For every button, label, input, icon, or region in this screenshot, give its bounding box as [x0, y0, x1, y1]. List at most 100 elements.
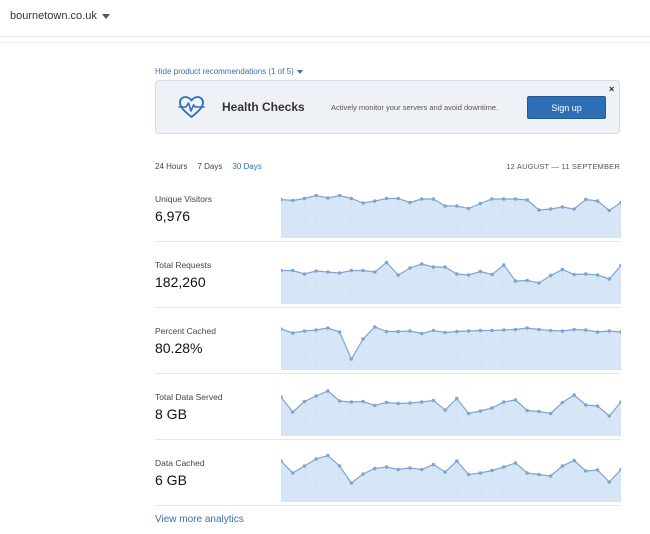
chart-point[interactable] [281, 395, 283, 399]
chart-point[interactable] [490, 272, 494, 277]
chart-point[interactable] [537, 409, 541, 414]
chart-point[interactable] [337, 271, 342, 275]
chart-point[interactable] [466, 411, 471, 416]
chart-point[interactable] [384, 260, 389, 265]
chart-point[interactable] [560, 205, 565, 209]
chart-point[interactable] [290, 471, 295, 475]
chart-point[interactable] [525, 278, 530, 283]
chart-point[interactable] [326, 196, 330, 200]
chart-point[interactable] [443, 204, 447, 208]
chart-point[interactable] [572, 207, 576, 211]
chart-point[interactable] [595, 273, 600, 277]
chart-point[interactable] [302, 272, 307, 276]
chart-point[interactable] [607, 414, 612, 418]
chart-point[interactable] [337, 330, 342, 334]
chart-point[interactable] [490, 197, 494, 201]
chart-point[interactable] [384, 400, 389, 405]
chart-point[interactable] [326, 270, 330, 274]
chart-point[interactable] [408, 401, 412, 405]
chart-point[interactable] [560, 329, 565, 333]
chart-point[interactable] [349, 268, 354, 273]
chart-point[interactable] [513, 461, 518, 465]
chart-point[interactable] [490, 328, 494, 333]
chart-point[interactable] [349, 196, 354, 201]
chart-point[interactable] [372, 270, 377, 274]
chart-point[interactable] [419, 331, 424, 336]
chart-point[interactable] [560, 400, 565, 405]
chart-point[interactable] [525, 198, 530, 202]
chart-point[interactable] [408, 266, 412, 270]
chart-point[interactable] [361, 472, 365, 476]
chart-point[interactable] [513, 279, 518, 283]
chart-point[interactable] [372, 199, 377, 203]
sign-up-button[interactable]: Sign up [527, 96, 606, 119]
site-selector[interactable]: bournetown.co.uk [10, 10, 110, 22]
chart-point[interactable] [490, 406, 494, 410]
chart-point[interactable] [431, 328, 436, 333]
chart-point[interactable] [537, 472, 541, 477]
chart-point[interactable] [396, 329, 401, 334]
chart-point[interactable] [337, 193, 342, 198]
chart-point[interactable] [607, 329, 612, 333]
chart-point[interactable] [349, 400, 354, 404]
chart-point[interactable] [455, 459, 459, 463]
chart-point[interactable] [584, 197, 588, 202]
chart-point[interactable] [572, 393, 576, 397]
chart-point[interactable] [525, 326, 530, 330]
chart-point[interactable] [443, 330, 447, 335]
chart-point[interactable] [326, 326, 330, 330]
chart-point[interactable] [281, 268, 283, 273]
chart-point[interactable] [443, 408, 447, 412]
chart-point[interactable] [314, 269, 318, 273]
chart-point[interactable] [537, 281, 541, 285]
chart-point[interactable] [525, 408, 530, 413]
chart-point[interactable] [619, 400, 621, 404]
chart-point[interactable] [584, 328, 588, 332]
chart-point[interactable] [314, 394, 318, 398]
chart-point[interactable] [584, 272, 588, 276]
chart-point[interactable] [302, 196, 307, 201]
chart-point[interactable] [396, 467, 401, 472]
chart-point[interactable] [537, 208, 541, 212]
chart-point[interactable] [431, 462, 436, 467]
chart-point[interactable] [314, 328, 318, 332]
chart-point[interactable] [314, 193, 318, 198]
chart-point[interactable] [384, 196, 389, 201]
chart-point[interactable] [478, 471, 483, 475]
chart-point[interactable] [419, 400, 424, 404]
chart-point[interactable] [290, 331, 295, 335]
chart-point[interactable] [290, 410, 295, 414]
chart-point[interactable] [281, 197, 283, 202]
chart-point[interactable] [372, 466, 377, 471]
chart-point[interactable] [361, 337, 365, 341]
chart-point[interactable] [619, 200, 621, 205]
chart-point[interactable] [595, 330, 600, 334]
chart-point[interactable] [455, 272, 459, 276]
chart-point[interactable] [337, 464, 342, 468]
hide-recommendations-toggle[interactable]: Hide product recommendations (1 of 5) [155, 67, 303, 76]
chart-point[interactable] [490, 468, 494, 473]
chart-point[interactable] [501, 328, 506, 332]
chart-point[interactable] [466, 472, 471, 477]
chart-point[interactable] [302, 399, 307, 404]
chart-point[interactable] [548, 411, 553, 416]
chart-point[interactable] [501, 263, 506, 267]
chart-point[interactable] [455, 204, 459, 208]
chart-point[interactable] [302, 464, 307, 468]
chart-point[interactable] [443, 265, 447, 269]
chart-point[interactable] [290, 268, 295, 273]
chart-point[interactable] [419, 262, 424, 266]
chart-point[interactable] [326, 453, 330, 458]
chart-point[interactable] [349, 481, 354, 485]
chart-point[interactable] [455, 396, 459, 401]
chart-point[interactable] [443, 470, 447, 474]
chart-point[interactable] [408, 329, 412, 333]
chart-point[interactable] [455, 329, 459, 334]
chart-point[interactable] [548, 474, 553, 478]
chart-point[interactable] [281, 327, 283, 331]
chart-point[interactable] [478, 201, 483, 206]
chart-point[interactable] [361, 268, 365, 273]
chart-point[interactable] [572, 327, 576, 332]
chart-point[interactable] [584, 403, 588, 407]
chart-point[interactable] [513, 398, 518, 402]
